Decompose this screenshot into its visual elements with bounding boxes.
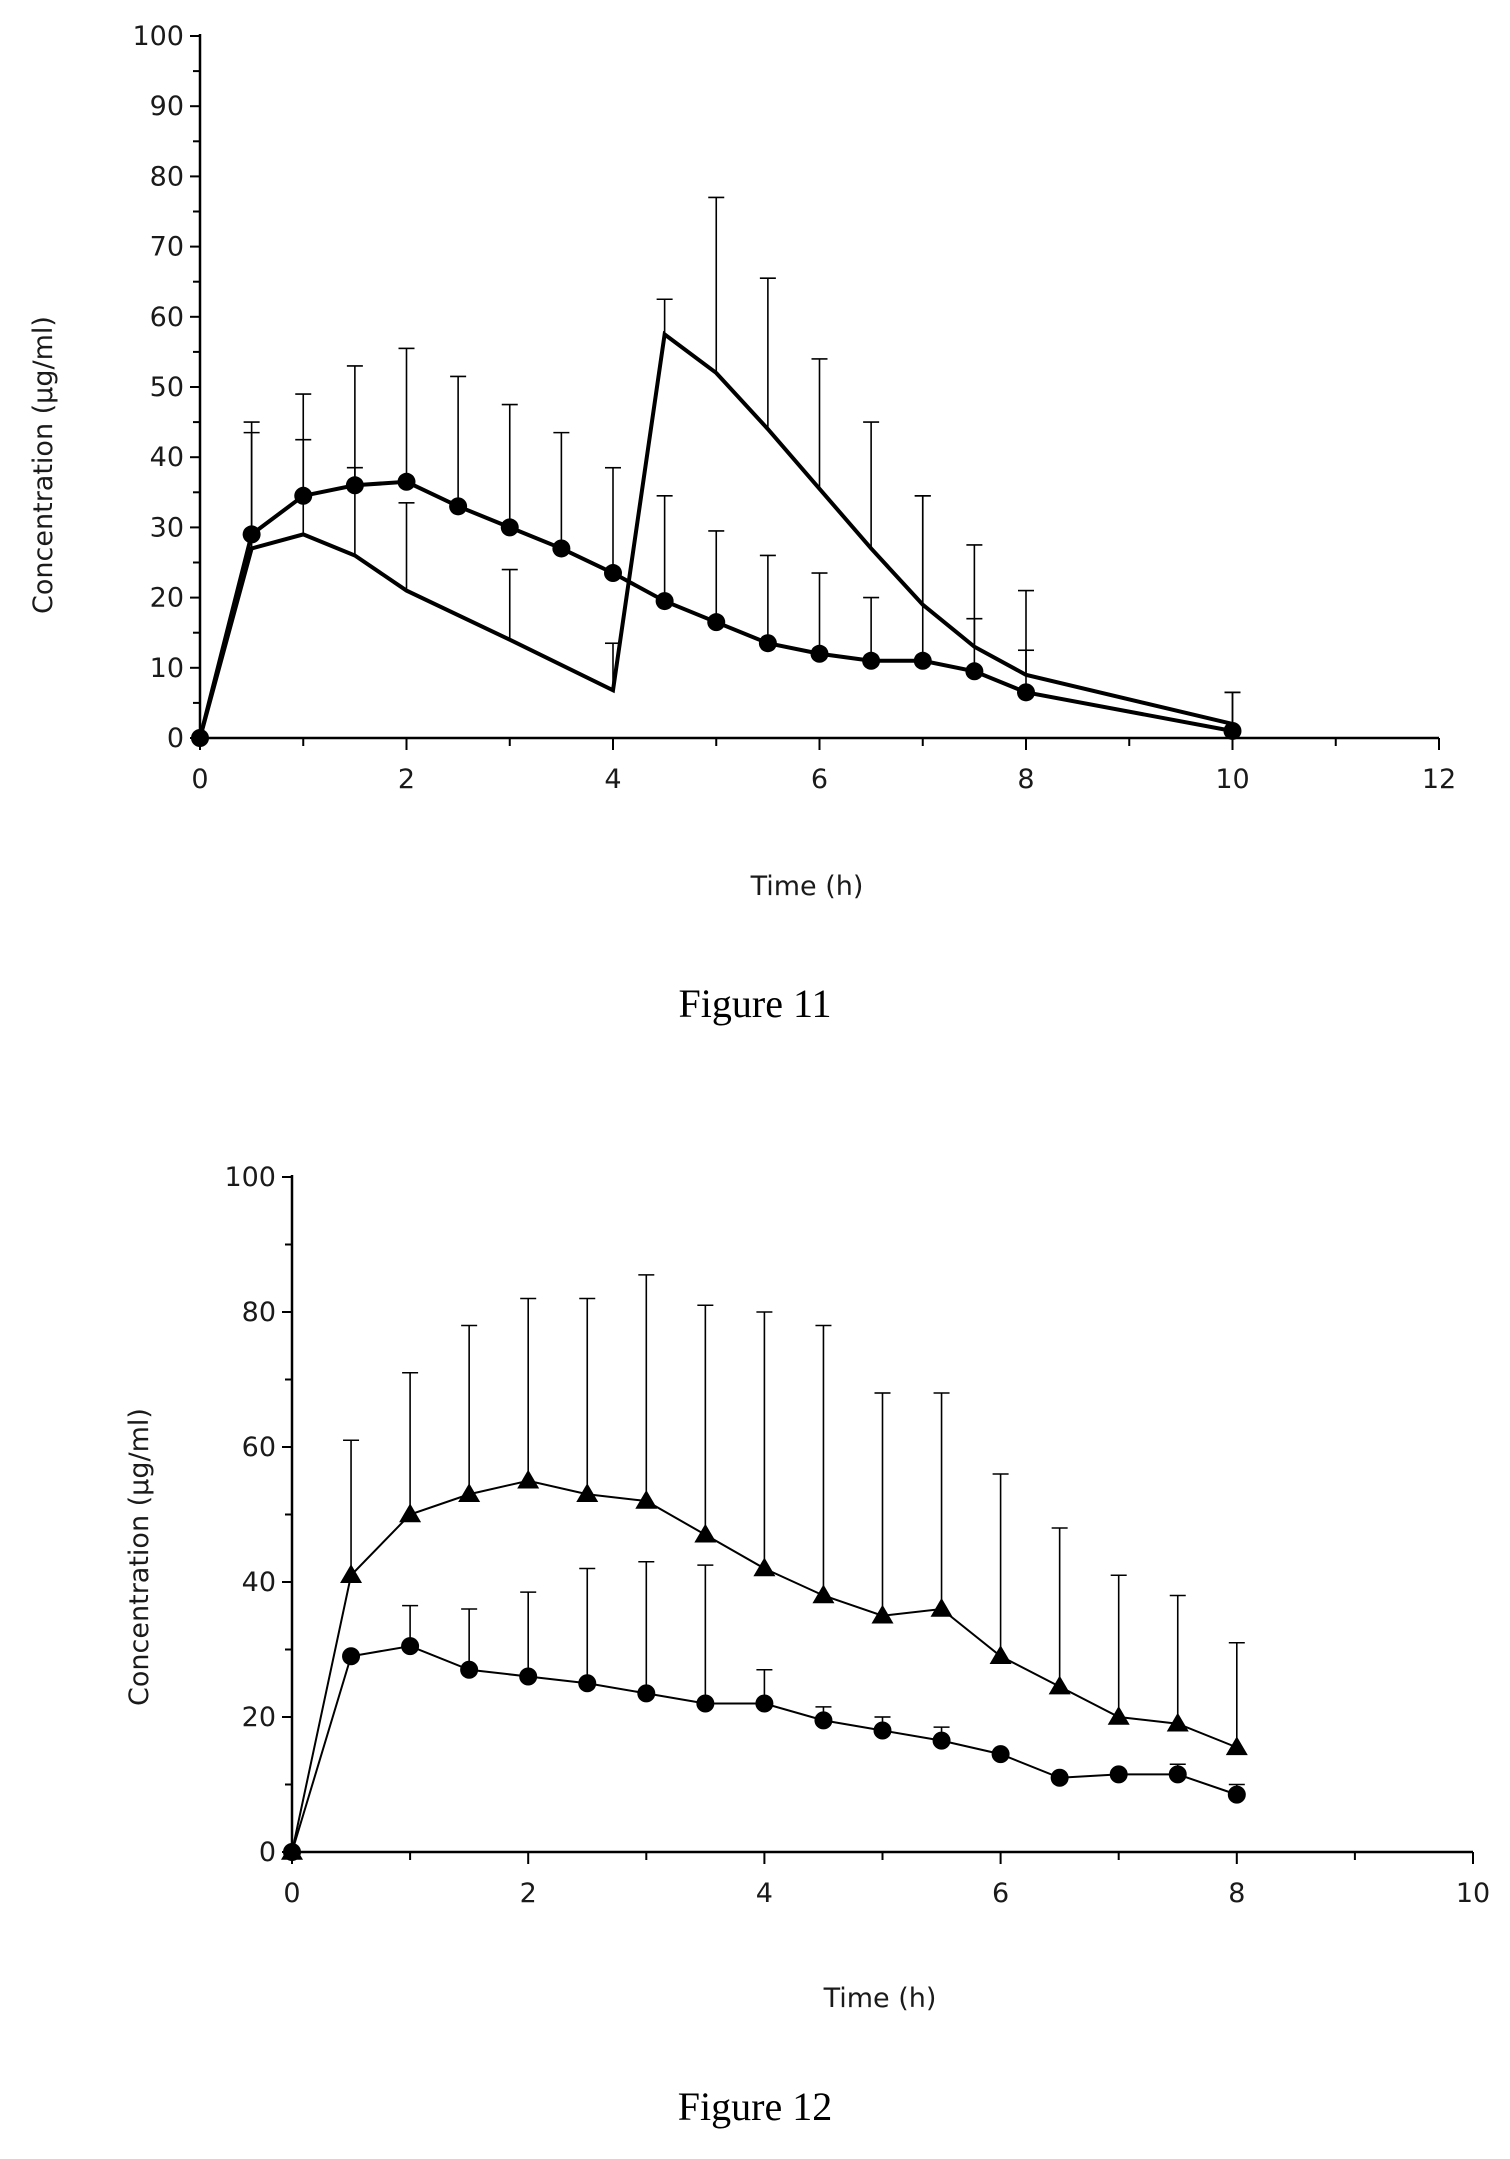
fig12-data-point [989, 1645, 1012, 1664]
fig12-data-point [1107, 1706, 1130, 1725]
fig12-data-point [696, 1694, 715, 1713]
fig12-data-point [1225, 1736, 1248, 1756]
fig12-y-tick-label: 60 [242, 1432, 276, 1463]
fig12-data-point [342, 1647, 361, 1666]
fig11-data-point [913, 651, 932, 670]
fig11-y-tick-label: 0 [167, 723, 184, 754]
fig12-data-point [930, 1598, 953, 1617]
fig11-x-axis-title: Time (h) [750, 871, 864, 902]
fig12-x-axis-title: Time (h) [823, 1983, 937, 2014]
fig12-data-point [932, 1731, 951, 1750]
fig12-data-point [694, 1523, 717, 1543]
fig11-series-line [198, 330, 1233, 739]
fig12-data-point [576, 1483, 599, 1502]
fig11-x-tick-label: 2 [398, 764, 415, 795]
fig11-data-point [655, 592, 674, 611]
fig12-data-point [991, 1745, 1010, 1764]
fig11-data-point [862, 651, 881, 670]
figure-12-caption: Figure 12 [677, 2084, 833, 2129]
fig11-data-point [707, 613, 726, 632]
fig12-y-tick-label: 0 [259, 1837, 276, 1868]
fig11-x-tick-label: 4 [604, 764, 621, 795]
fig12-data-point [340, 1564, 363, 1583]
fig12-x-tick-label: 2 [520, 1878, 537, 1909]
fig12-data-point [1168, 1765, 1187, 1784]
fig12-x-tick-label: 10 [1456, 1878, 1490, 1909]
fig11-y-axis-title: Concentration (µg/ml) [28, 316, 59, 614]
fig11-data-point [604, 564, 622, 583]
fig12-y-tick-label: 40 [242, 1567, 276, 1598]
fig11-data-point [965, 662, 984, 681]
fig12-data-point [1048, 1675, 1071, 1695]
fig11-y-tick-label: 70 [150, 232, 184, 263]
fig11-data-point [1017, 683, 1035, 702]
fig12-data-point [578, 1674, 597, 1693]
fig11-data-point [449, 497, 468, 516]
fig12-data-point [635, 1490, 658, 1509]
fig12-y-tick-label: 20 [242, 1702, 276, 1733]
fig12-data-point [637, 1684, 656, 1703]
fig11-x-tick-label: 6 [811, 764, 828, 795]
fig11-x-tick-label: 0 [191, 764, 208, 795]
fig12-x-tick-label: 8 [1228, 1878, 1245, 1909]
fig11-y-tick-label: 80 [150, 161, 184, 192]
fig11-y-tick-label: 40 [150, 442, 184, 473]
fig11-x-tick-label: 8 [1017, 764, 1034, 795]
fig11-plot-area: 0 10 20 30 40 50 60 70 80 90 100 0 2 4 6 8 10 12 [132, 21, 1456, 795]
fig12-y-tick-label: 80 [242, 1297, 276, 1328]
fig12-data-point [1050, 1768, 1069, 1787]
fig11-data-point [500, 518, 519, 537]
fig12-data-point [401, 1637, 420, 1656]
fig12-data-point [519, 1667, 538, 1686]
fig11-data-point [758, 634, 777, 653]
fig12-data-point [873, 1721, 892, 1740]
fig12-data-point [1227, 1785, 1246, 1804]
fig11-y-tick-label: 10 [150, 653, 184, 684]
fig12-y-tick-label: 100 [224, 1162, 276, 1193]
fig12-x-tick-label: 6 [992, 1878, 1009, 1909]
fig12-series-2 [283, 1560, 1246, 1861]
fig11-data-point [810, 644, 829, 663]
figure-11-chart: Time (h) Concentration (µg/ml) 010203040… [28, 21, 1456, 902]
fig11-y-tick-label: 50 [150, 372, 184, 403]
fig12-data-point [460, 1660, 479, 1679]
fig11-data-point [1223, 721, 1242, 740]
fig11-data-point [397, 472, 416, 491]
fig11-series-2 [198, 196, 1241, 739]
figure-12-chart: Time (h) Concentration (µg/ml) 020406080… [124, 1162, 1490, 2014]
fig11-y-tick-label: 90 [150, 91, 184, 122]
fig12-data-point [753, 1557, 776, 1577]
fig12-data-point [399, 1503, 422, 1523]
fig12-x-tick-label: 0 [283, 1878, 300, 1909]
fig11-y-tick-label: 30 [150, 512, 184, 543]
fig12-data-point [1166, 1712, 1189, 1732]
fig11-x-tick-label: 12 [1422, 764, 1456, 795]
fig12-series-1 [281, 1274, 1248, 1860]
fig12-data-point [1109, 1765, 1128, 1784]
fig12-data-point [458, 1483, 481, 1502]
fig12-x-tick-label: 4 [756, 1878, 773, 1909]
fig12-y-axis-title: Concentration (µg/ml) [124, 1408, 155, 1706]
fig11-data-point [552, 539, 571, 558]
fig12-data-point [517, 1469, 540, 1489]
fig12-data-point [871, 1604, 894, 1624]
fig11-x-tick-label: 10 [1215, 764, 1249, 795]
figure-11-caption: Figure 11 [678, 981, 832, 1026]
fig12-data-point [283, 1843, 301, 1861]
fig12-data-point [755, 1694, 774, 1713]
fig12-plot-area: 0 20 40 60 80 100 0 2 4 6 8 10 [224, 1162, 1490, 1909]
fig11-y-tick-label: 20 [150, 583, 184, 614]
fig12-data-point [812, 1584, 835, 1604]
fig11-y-tick-label: 100 [132, 21, 184, 52]
fig11-y-tick-label: 60 [150, 302, 184, 333]
fig12-data-point [814, 1711, 833, 1730]
